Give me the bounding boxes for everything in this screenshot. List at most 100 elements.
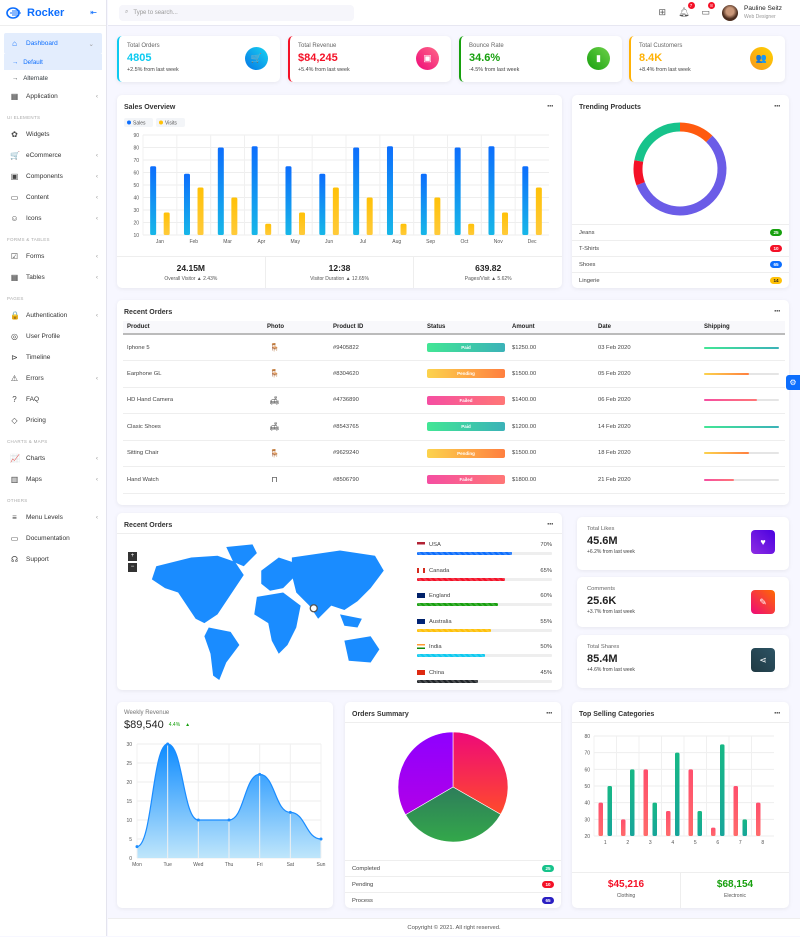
product-id: #8506790 <box>329 466 423 494</box>
menu-section-label: OTHERS <box>7 498 28 503</box>
column-header[interactable]: Status <box>423 321 508 335</box>
sidebar-item-charts[interactable]: 📈 Charts ‹ <box>0 448 106 469</box>
sidebar-item-faq[interactable]: ? FAQ <box>0 389 106 410</box>
sidebar-item-documentation[interactable]: ▭ Documentation <box>0 528 106 549</box>
icons-icon: ☺ <box>10 214 19 223</box>
shipping-cell <box>700 466 785 494</box>
column-header[interactable]: Amount <box>508 321 594 335</box>
table-row[interactable]: Earphone GL 🪑 #8304620 Pending $1500.00 05 Fe… <box>123 360 785 388</box>
sidebar-item-forms[interactable]: ☑ Forms ‹ <box>0 246 106 267</box>
column-header[interactable]: Photo <box>263 321 329 335</box>
country-name: Australia <box>429 618 452 625</box>
y-tick-label: 0 <box>129 856 132 862</box>
sidebar-item-widgets[interactable]: ✿ Widgets <box>0 124 106 145</box>
sidebar-toggle-icon[interactable]: ⇤ <box>90 8 97 17</box>
legend-item <box>156 118 185 127</box>
sidebar-item-user-profile[interactable]: ◎ User Profile <box>0 326 106 347</box>
sidebar-item-maps[interactable]: ▥ Maps ‹ <box>0 469 106 490</box>
table-row[interactable]: Clasic Shoes 🛋 #8543765 Paid $1200.00 14 Feb … <box>123 413 785 441</box>
zoom-out-button[interactable]: − <box>128 563 137 572</box>
weekly-revenue-chart: 0 5 10 15 20 25 30 Mon Tue Wed Thu Fri Sat Sun <box>126 742 325 868</box>
bar-visits-Oct <box>468 223 475 235</box>
user-menu[interactable]: Pauline Seitz Web Designer <box>722 4 782 21</box>
shipping-cell <box>700 440 785 467</box>
search-input[interactable]: ⌕ Type to search... <box>119 4 354 21</box>
more-options-icon[interactable]: ··· <box>774 306 781 316</box>
sales-footer: 24.15M Overall Visitor ▲ 2.43% 12:38 Visit… <box>117 256 562 288</box>
sidebar-item-components[interactable]: ▣ Components ‹ <box>0 166 106 187</box>
table-row[interactable]: Iphone 5 🪑 #9405822 Paid $1250.00 03 Feb 2020 <box>123 334 785 361</box>
orders-summary-item[interactable]: Process 65 <box>345 892 561 908</box>
chevron-left-icon: ‹ <box>95 152 98 159</box>
sidebar-item-tables[interactable]: ▦ Tables ‹ <box>0 267 106 288</box>
more-options-icon[interactable]: ··· <box>546 708 553 718</box>
sidebar-item-authentication[interactable]: 🔒 Authentication ‹ <box>0 305 106 326</box>
column-header[interactable]: Date <box>594 321 700 335</box>
stat-change: +5.4% from last week <box>298 67 350 73</box>
column-header[interactable]: Product <box>123 321 263 335</box>
more-options-icon[interactable]: ··· <box>547 101 554 111</box>
amount: $1500.00 <box>508 360 594 388</box>
orders-summary-item[interactable]: Pending 10 <box>345 876 561 892</box>
more-options-icon[interactable]: ··· <box>774 708 781 718</box>
sidebar-item-timeline[interactable]: ⊳ Timeline <box>0 347 106 368</box>
y-tick-label: 20 <box>584 834 590 840</box>
sidebar-item-content[interactable]: ▭ Content ‹ <box>0 187 106 208</box>
social-card-comments: Comments 25.6K +3.7% from last week ✎ <box>577 577 789 627</box>
flag-icon <box>417 593 425 598</box>
column-header[interactable]: Product ID <box>329 321 423 335</box>
trending-item[interactable]: Shoes 65 <box>572 256 789 272</box>
sidebar-item-menu-levels[interactable]: ≡ Menu Levels ‹ <box>0 507 106 528</box>
flag-icon <box>417 542 425 547</box>
legend-marker <box>159 120 163 125</box>
sidebar-item-pricing[interactable]: ◇ Pricing <box>0 410 106 431</box>
sidebar-item-dashboard[interactable]: ⌂ Dashboard ⌄ <box>4 33 102 54</box>
column-header[interactable]: Shipping <box>700 321 785 335</box>
theme-settings-gear-icon[interactable]: ⚙ <box>786 375 800 390</box>
product-name: HD Hand Camera <box>123 387 263 414</box>
product-name: Earphone GL <box>123 360 263 388</box>
sidebar-item-label: User Profile <box>26 333 60 340</box>
messages-icon[interactable]: ▭ 8 <box>702 2 716 18</box>
more-options-icon[interactable]: ··· <box>774 101 781 111</box>
sidebar-item-support[interactable]: ☊ Support <box>0 549 106 570</box>
sidebar-item-ecommerce[interactable]: 🛒 eCommerce ‹ <box>0 145 106 166</box>
bar-sales-Jan <box>150 166 157 235</box>
sidebar-item-icons[interactable]: ☺ Icons ‹ <box>0 208 106 229</box>
table-row[interactable]: HD Hand Camera 🛋 #4736890 Failed $1400.00 06 … <box>123 387 785 414</box>
world-map[interactable] <box>135 540 405 680</box>
more-options-icon[interactable]: ··· <box>547 519 554 529</box>
photo-cell: 🪑 <box>263 440 329 467</box>
orders-summary-item[interactable]: Completed 25 <box>345 860 561 876</box>
trending-item[interactable]: T-Shirts 10 <box>572 240 789 256</box>
sidebar-subitem-alternate[interactable]: → Alternate <box>0 70 106 86</box>
shipping-progress-fill <box>704 425 779 428</box>
country-progress <box>417 679 552 683</box>
shipping-progress-fill <box>704 452 749 455</box>
user-icon: ◎ <box>11 332 18 341</box>
notification-bell-icon[interactable]: 🔔︎ 7 <box>678 2 695 18</box>
bar-series1-5 <box>688 769 693 836</box>
table-row[interactable]: Hand Watch ⊓ #8506790 Failed $1800.00 21 Feb … <box>123 466 785 494</box>
country-percent: 55% <box>540 618 552 625</box>
flag-icon <box>417 567 425 573</box>
x-tick-label: Fri <box>257 862 263 868</box>
logo[interactable]: Rocker ⇤ <box>0 0 106 26</box>
zoom-in-button[interactable]: + <box>128 552 137 561</box>
sidebar-item-label: Application <box>26 93 58 100</box>
avatar <box>722 4 739 21</box>
trending-item[interactable]: Lingerie 14 <box>572 272 789 288</box>
sidebar-item-application[interactable]: ▦ Application ‹ <box>0 86 106 107</box>
sidebar-item-errors[interactable]: ⚠ Errors ‹ <box>0 368 106 389</box>
trending-item[interactable]: Jeans 25 <box>572 224 789 240</box>
stat-label: Clothing <box>616 893 636 899</box>
sidebar-subitem-default[interactable]: → Default <box>4 54 102 70</box>
date: 06 Feb 2020 <box>594 387 700 414</box>
apps-icon[interactable]: ⊞ <box>658 7 667 17</box>
table-row[interactable]: Sitting Chair 🪑 #9629240 Pending $1500.00 18 … <box>123 440 785 467</box>
x-tick-label: 1 <box>604 840 607 846</box>
cart-icon: 🛒 <box>245 47 268 70</box>
chevron-left-icon: ‹ <box>95 274 98 281</box>
stat-card-total-revenue: Total Revenue $84,245 +5.4% from last week… <box>288 36 451 82</box>
bar-visits-Sep <box>434 197 441 235</box>
